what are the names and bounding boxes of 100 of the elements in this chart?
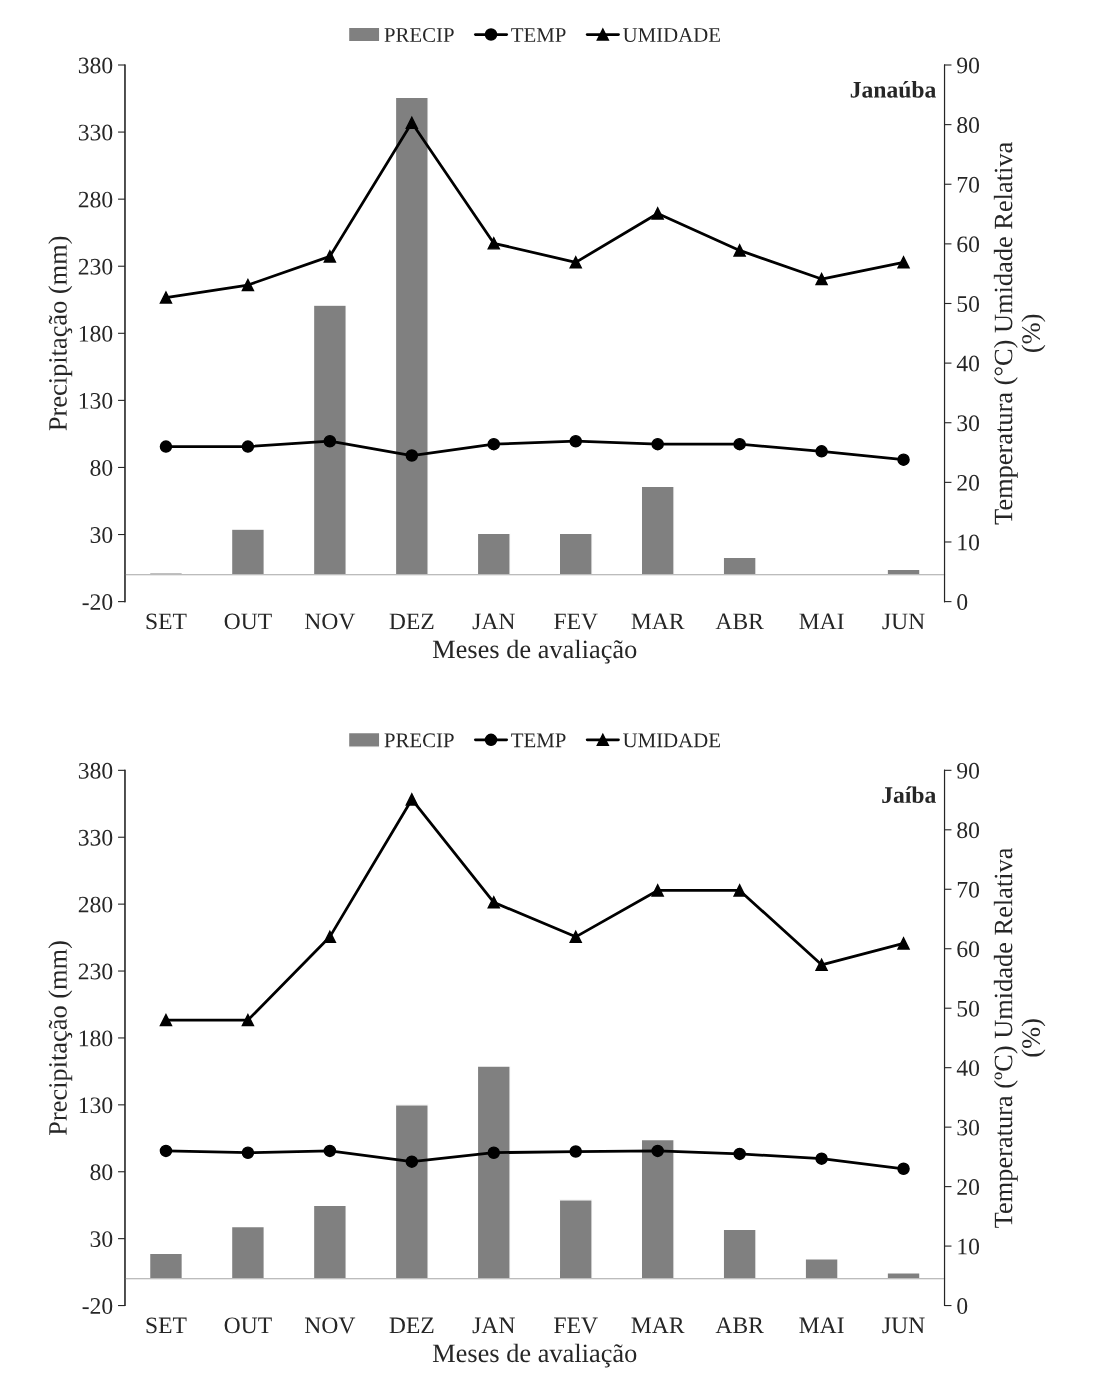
y-tick-label: 380: [78, 57, 113, 74]
y-tick-label: 130: [79, 392, 113, 409]
point: [569, 1145, 582, 1158]
x-tick-label: JUN: [882, 613, 925, 630]
point: [651, 1144, 664, 1158]
text: Janaúba: [850, 81, 936, 98]
bar: [722, 1228, 757, 1280]
legend-label: UMIDADE: [623, 28, 720, 43]
bar: [230, 528, 265, 576]
y2-tick-label: 40: [956, 1060, 980, 1077]
point: [241, 440, 255, 453]
x-tick-label: JUN: [882, 1317, 925, 1334]
x-tick-label: DEZ: [389, 613, 434, 630]
bar: [804, 1258, 839, 1280]
point: [733, 884, 746, 897]
y-tick-label: 380: [78, 762, 113, 779]
y-tick-label: 30: [90, 527, 113, 543]
y2-tick-label: 70: [957, 176, 980, 193]
y-axis-title: Precipitação (mm): [48, 941, 73, 1135]
y-tick-label: 280: [78, 896, 113, 913]
y2-tick-label: 40: [956, 355, 980, 372]
y-tick-label: -20: [82, 594, 113, 611]
y2-tick-label: 20: [957, 1179, 980, 1196]
point: [405, 116, 419, 130]
bar: [640, 1138, 675, 1280]
y-tick-label: 330: [78, 829, 113, 846]
point: [733, 1147, 746, 1161]
point: [241, 1013, 255, 1027]
point: [487, 437, 501, 451]
y2-tick-label: 90: [957, 57, 980, 74]
point: [733, 244, 746, 257]
y-tick-label: 130: [79, 1097, 113, 1114]
point: [569, 434, 582, 448]
point: [323, 250, 337, 263]
point: [569, 930, 582, 944]
y2-tick-label: 20: [957, 474, 980, 491]
point: [405, 449, 419, 462]
point: [241, 278, 255, 292]
y2-tick-label: 50: [957, 1000, 980, 1017]
legend-label: TEMP: [511, 733, 566, 748]
point: [323, 930, 337, 944]
y-tick-label: 180: [79, 325, 113, 342]
y2-tick-label: 80: [957, 822, 980, 839]
bar: [558, 532, 593, 576]
x-tick-label: OUT: [224, 1317, 272, 1334]
y-tick-label: 80: [90, 1164, 113, 1181]
bar: [558, 1199, 593, 1280]
y-tick-label: -20: [82, 1298, 113, 1314]
x-axis-title: Meses de avaliação: [432, 1343, 637, 1368]
point: [897, 937, 910, 950]
point: [733, 437, 746, 451]
x-tick-label: FEV: [554, 613, 598, 630]
x-tick-label: NOV: [304, 1317, 356, 1334]
y-tick-label: 280: [78, 191, 113, 208]
x-tick-label: SET: [146, 613, 187, 630]
point: [405, 793, 419, 806]
point: [159, 291, 173, 304]
point: [487, 896, 501, 909]
point: [159, 1144, 173, 1158]
x-tick-label: OUT: [224, 613, 272, 630]
point: [159, 440, 173, 453]
point: [323, 434, 337, 448]
y-tick-label: 180: [79, 1030, 113, 1047]
y-axis-title: Precipitação (mm): [48, 236, 73, 431]
bar: [312, 1204, 347, 1280]
y2-axis-title: Temperatura (°C) Umidade Relativa (%): [993, 142, 1046, 525]
legend-label: TEMP: [511, 28, 566, 42]
y-tick-label: 230: [78, 258, 113, 275]
x-tick-label: ABR: [715, 1317, 764, 1334]
y-tick-label: 230: [78, 963, 113, 980]
bar: [148, 1252, 184, 1280]
bar: [394, 1104, 429, 1280]
y2-tick-label: 0: [957, 594, 968, 611]
point: [815, 958, 828, 972]
x-tick-label: MAR: [631, 613, 685, 630]
x-tick-label: NOV: [304, 613, 356, 630]
y2-tick-label: 50: [957, 295, 980, 312]
y-tick-label: 330: [78, 124, 113, 141]
x-tick-label: JAN: [472, 613, 515, 630]
x-tick-label: MAR: [631, 1317, 685, 1334]
point: [241, 1146, 255, 1159]
point: [159, 1013, 173, 1027]
y2-tick-label: 80: [957, 117, 980, 134]
bar: [394, 96, 429, 576]
legend-label: UMIDADE: [623, 733, 720, 748]
point: [651, 207, 664, 220]
y2-tick-label: 60: [957, 941, 980, 958]
point: [487, 1146, 501, 1159]
bar: [312, 304, 347, 576]
bar: [476, 1065, 511, 1280]
bar: [476, 532, 511, 576]
x-tick-label: JAN: [472, 1317, 515, 1334]
x-tick-label: DEZ: [389, 1317, 434, 1334]
point: [815, 1152, 828, 1165]
x-axis-title: Meses de avaliação: [432, 639, 637, 664]
y2-tick-label: 10: [958, 1238, 980, 1255]
point: [815, 272, 828, 286]
y2-tick-label: 70: [957, 881, 980, 898]
bar: [230, 1225, 265, 1280]
x-tick-label: MAI: [799, 613, 844, 630]
